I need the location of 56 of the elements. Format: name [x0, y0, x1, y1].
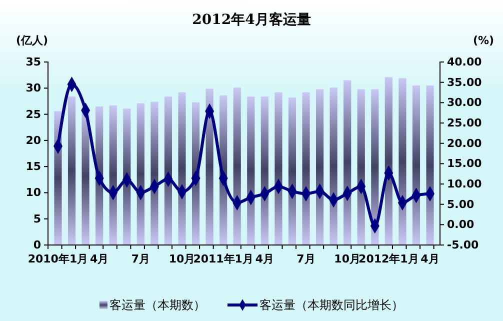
bar: [371, 89, 379, 245]
bar: [136, 103, 144, 245]
y2-tick-label: 25.00: [447, 116, 482, 130]
x-tick-label: 7月: [131, 252, 150, 266]
chart-title: 2012年4月客运量: [192, 11, 311, 28]
y2-tick-label: 15.00: [447, 157, 482, 170]
x-tick-label: 2010年1月: [28, 252, 88, 266]
bar: [109, 105, 117, 245]
bar: [302, 92, 310, 245]
x-tick-label: 4月: [90, 252, 109, 266]
y-tick-label: 30: [26, 82, 42, 95]
y2-tick-label: 30.00: [447, 96, 482, 110]
x-tick-label: 4月: [255, 252, 274, 266]
x-tick-label: 4月: [420, 252, 440, 266]
bar: [398, 78, 406, 245]
y2-tick-label: 40.00: [447, 56, 482, 69]
bar: [68, 96, 76, 245]
bar: [233, 88, 241, 245]
bar: [274, 92, 282, 245]
bar: [330, 88, 338, 245]
y-tick-label: 5: [33, 212, 41, 226]
y-tick-label: 20: [26, 134, 42, 147]
y-tick-label: 10: [26, 186, 42, 200]
bar: [260, 96, 268, 245]
x-tick-label: 10月: [168, 252, 196, 266]
x-tick-label: 10月: [334, 252, 360, 266]
y2-tick-label: 0.00: [447, 218, 474, 232]
bar: [412, 86, 420, 245]
y-tick-label: 0: [33, 238, 42, 252]
x-tick-label: 2012年1月: [358, 252, 419, 266]
y-tick-label: 25: [26, 108, 41, 121]
y-axis-title: (亿人): [16, 34, 48, 47]
bar: [344, 80, 352, 245]
y-tick-label: 35: [26, 56, 41, 69]
bar: [357, 89, 365, 245]
y2-tick-label: 5.00: [447, 198, 474, 211]
legend-label: 客运量（本期数同比增长）: [260, 298, 404, 312]
x-tick-label: 7月: [296, 252, 316, 266]
bar: [426, 86, 434, 245]
y-tick-label: 15: [26, 160, 41, 174]
bar: [316, 89, 324, 245]
y2-tick-label: -5.00: [447, 238, 480, 252]
y2-axis-title: (%): [473, 34, 494, 47]
bar: [150, 102, 158, 245]
bar: [123, 108, 131, 245]
bar: [164, 96, 172, 245]
bar: [178, 92, 186, 245]
bar: [384, 77, 392, 245]
y2-tick-label: 35.00: [447, 76, 482, 89]
y2-tick-label: 20.00: [447, 136, 482, 150]
legend-label: 客运量（本期数）: [110, 298, 206, 312]
bar: [247, 96, 255, 245]
x-tick-label: 2011年1月: [193, 252, 254, 266]
y2-tick-label: 10.00: [447, 178, 482, 191]
bar: [206, 88, 214, 245]
bar: [288, 98, 296, 245]
